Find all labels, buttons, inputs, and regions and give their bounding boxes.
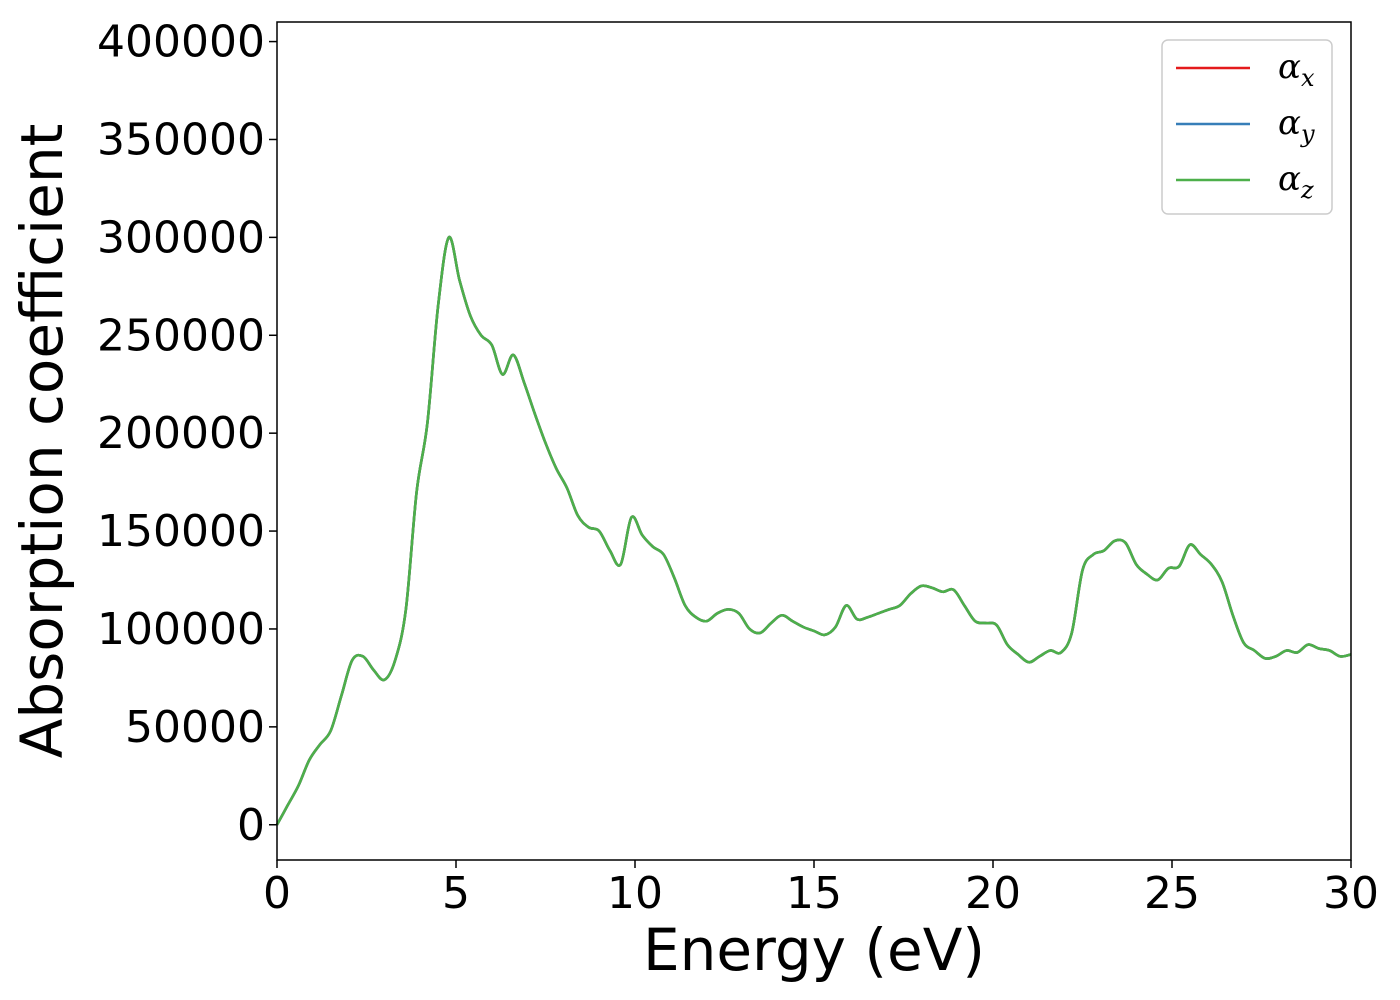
y-tick-label: 250000 (97, 310, 265, 361)
y-tick-label: 200000 (97, 408, 265, 459)
x-tick-label: 10 (607, 868, 663, 919)
y-axis-title: Absorption coefficient (8, 124, 76, 759)
y-tick-label: 0 (237, 800, 265, 851)
x-tick-label: 25 (1144, 868, 1200, 919)
y-axis: 0 50000 100000 150000 200000 250000 300000 3500… (97, 17, 277, 851)
y-tick-label: 50000 (125, 702, 265, 753)
x-tick-label: 30 (1323, 868, 1379, 919)
series-layer (275, 236, 1352, 826)
y-tick-label: 150000 (97, 506, 265, 557)
legend: αx αy αz (1161, 39, 1333, 215)
x-tick-label: 0 (263, 868, 291, 919)
legend-label-y: αy (1278, 103, 1315, 148)
x-axis-title: Energy (eV) (643, 916, 985, 984)
x-axis: 0 5 10 15 20 25 30 (263, 860, 1379, 919)
x-tick-label: 20 (965, 868, 1021, 919)
x-tick-label: 5 (442, 868, 470, 919)
x-tick-label: 15 (786, 868, 842, 919)
legend-label-z: αz (1278, 159, 1314, 204)
legend-box (1161, 39, 1333, 215)
legend-label-x: αx (1278, 47, 1315, 92)
y-tick-label: 350000 (97, 114, 265, 165)
series-line-z (275, 236, 1352, 826)
y-tick-label: 400000 (97, 17, 265, 68)
y-tick-label: 300000 (97, 212, 265, 263)
y-tick-label: 100000 (97, 604, 265, 655)
